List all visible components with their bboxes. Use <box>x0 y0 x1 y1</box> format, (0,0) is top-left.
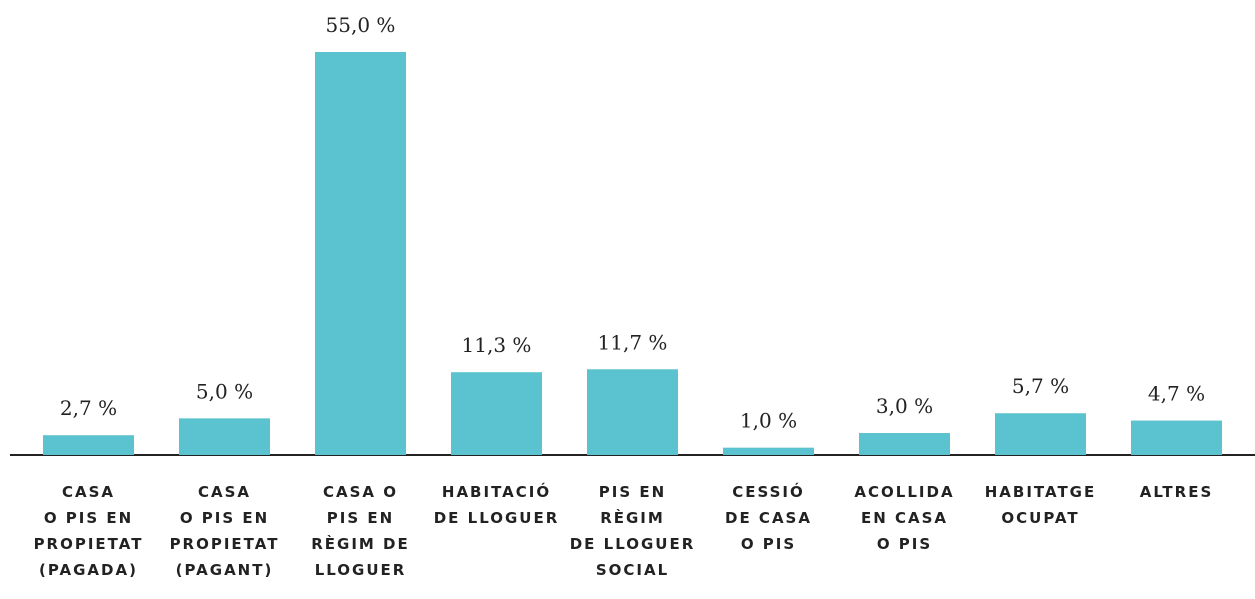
value-label: 2,7 % <box>60 396 117 420</box>
x-tick-label: O PIS EN <box>44 509 133 527</box>
value-label: 55,0 % <box>326 13 396 37</box>
value-label: 11,3 % <box>462 333 532 357</box>
bar <box>451 372 542 455</box>
bar <box>1131 420 1222 455</box>
x-tick-label: RÈGIM <box>600 508 665 527</box>
x-tick-label: PIS EN <box>599 483 666 501</box>
x-tick-label: O PIS <box>877 535 932 553</box>
x-tick-label: EN CASA <box>861 509 948 527</box>
value-label: 5,0 % <box>196 379 253 403</box>
x-tick-label: (PAGADA) <box>39 561 138 579</box>
x-tick-label: HABITATGE <box>985 483 1096 501</box>
x-tick-label: O PIS EN <box>180 509 269 527</box>
x-tick-label: HABITACIÓ <box>442 482 551 501</box>
x-tick-label: CASA <box>62 483 115 501</box>
bar <box>315 52 406 455</box>
bar <box>43 435 134 455</box>
value-label: 4,7 % <box>1148 382 1205 406</box>
x-tick-label: OCUPAT <box>1001 509 1079 527</box>
x-tick-label: CASA <box>198 483 251 501</box>
x-tick-label: PIS EN <box>327 509 394 527</box>
x-tick-label: (PAGANT) <box>176 561 274 579</box>
x-tick-label: CESSIÓ <box>732 482 805 501</box>
x-tick-label: O PIS <box>741 535 796 553</box>
x-tick-label: PROPIETAT <box>34 535 144 553</box>
value-label: 5,7 % <box>1012 374 1069 398</box>
x-tick-label: DE LLOGUER <box>570 535 696 553</box>
x-tick-label: ACOLLIDA <box>854 483 954 501</box>
bar <box>179 418 270 455</box>
bar <box>723 447 814 455</box>
x-tick-label: RÈGIM DE <box>311 534 410 553</box>
bar <box>995 413 1086 455</box>
bar <box>587 369 678 455</box>
value-label: 11,7 % <box>598 330 668 354</box>
x-tick-label: LLOGUER <box>315 561 407 579</box>
x-tick-label: SOCIAL <box>596 561 669 579</box>
x-tick-label: CASA O <box>323 483 398 501</box>
value-label: 3,0 % <box>876 394 933 418</box>
x-tick-label: ALTRES <box>1140 483 1214 501</box>
value-label: 1,0 % <box>740 409 797 433</box>
x-tick-label: PROPIETAT <box>170 535 280 553</box>
x-tick-label: DE CASA <box>725 509 812 527</box>
bar <box>859 433 950 455</box>
x-tick-label: DE LLOGUER <box>434 509 560 527</box>
